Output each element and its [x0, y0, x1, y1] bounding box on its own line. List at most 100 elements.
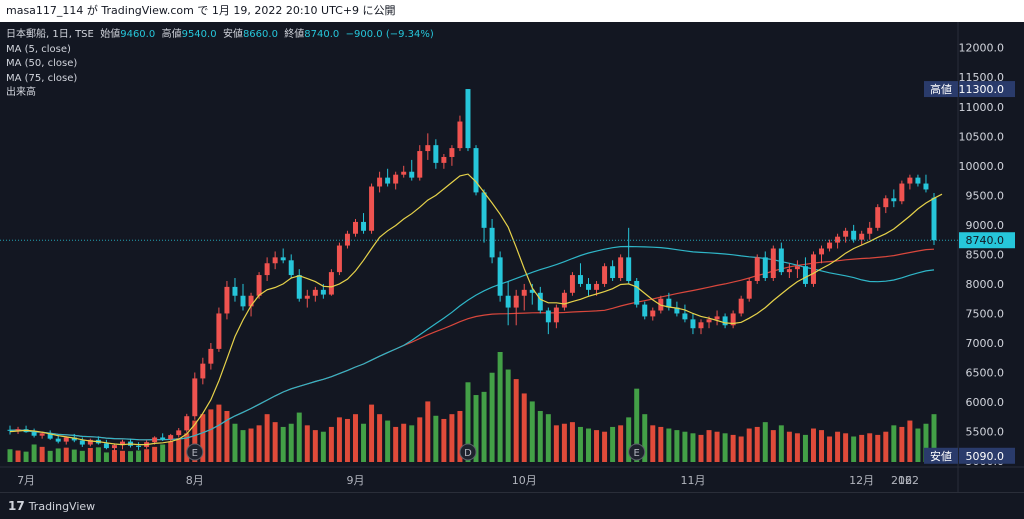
- candle-body: [730, 313, 736, 326]
- volume-bar: [200, 414, 206, 462]
- chart-area[interactable]: 12000.0 11500.0 11000.0 10500.0 10000.0 9500.…: [0, 22, 1024, 492]
- volume-bar: [232, 423, 238, 462]
- y-tick-label: 12000.0: [959, 42, 1005, 55]
- volume-bar: [385, 420, 391, 462]
- candle-body: [312, 289, 318, 296]
- price-chart[interactable]: 12000.0 11500.0 11000.0 10500.0 10000.0 9500.…: [0, 22, 1024, 492]
- candle-body: [353, 221, 358, 234]
- candle-body: [441, 156, 447, 163]
- tradingview-brand[interactable]: 17 TradingView: [8, 499, 95, 513]
- volume-bar: [47, 450, 53, 462]
- legend-volume[interactable]: 出来高: [6, 87, 36, 98]
- event-marker: [628, 443, 646, 461]
- candle-body: [915, 177, 921, 184]
- candle-body: [553, 307, 559, 323]
- volume-bar: [786, 431, 792, 462]
- x-tick-label: 8月: [186, 474, 204, 487]
- candle-body: [224, 286, 230, 314]
- candle-body: [401, 171, 407, 175]
- volume-bar: [409, 425, 415, 462]
- volume-bar: [602, 431, 608, 462]
- candle-body: [377, 177, 383, 187]
- volume-bar: [505, 369, 511, 462]
- volume-bar: [634, 388, 640, 462]
- volume-bar: [545, 414, 551, 462]
- volume-bar: [666, 428, 672, 462]
- candle-body: [770, 248, 776, 279]
- candle-body: [690, 319, 696, 329]
- volume-bar: [513, 379, 519, 462]
- legend-ohlc-row: 日本郵船, 1日, TSE 始値9460.0 高値9540.0 安値8660.0…: [6, 28, 434, 43]
- candle-body: [586, 283, 591, 290]
- x-tick-label: 9月: [346, 474, 364, 487]
- event-marker: [186, 443, 204, 461]
- volume-bar: [521, 393, 527, 462]
- candle-body: [786, 269, 792, 273]
- candle-body: [208, 348, 214, 364]
- last-price-tag-value: 8740.0: [966, 234, 1005, 247]
- event-marker: [459, 443, 477, 461]
- volume-bar: [320, 431, 326, 462]
- volume-bar: [361, 423, 367, 462]
- candle-body: [682, 313, 688, 320]
- candle-body: [232, 286, 238, 296]
- brand-name: TradingView: [28, 499, 96, 513]
- candle-body: [883, 198, 889, 208]
- volume-bar: [770, 430, 776, 462]
- legend-ma50[interactable]: MA (50, close): [6, 58, 78, 69]
- volume-bar: [794, 433, 800, 462]
- x-tick-label: 12月: [849, 474, 874, 487]
- candle-body: [594, 283, 600, 290]
- candle-body: [136, 445, 142, 447]
- high-value: 9540.0: [181, 29, 217, 40]
- candle-body: [618, 257, 624, 279]
- volume-bar: [63, 447, 69, 462]
- volume-bar: [216, 404, 222, 462]
- x-tick-label: 2022: [891, 474, 919, 487]
- candle-body: [320, 289, 326, 295]
- volume-bar: [441, 418, 447, 462]
- volume-bar: [103, 452, 109, 462]
- x-tick-label: 7月: [17, 474, 35, 487]
- volume-bar: [296, 412, 302, 462]
- volume-bar: [690, 433, 696, 462]
- candle-body: [385, 177, 391, 184]
- volume-bar: [594, 430, 600, 462]
- y-tick-label: 11500.0: [959, 71, 1005, 84]
- volume-bar: [915, 428, 921, 462]
- legend-ma75[interactable]: MA (75, close): [6, 72, 78, 84]
- volume-bar: [618, 425, 624, 462]
- legend-ma5[interactable]: MA (5, close): [6, 43, 71, 55]
- candle-body: [79, 440, 85, 445]
- candle-body: [827, 242, 833, 249]
- legend-symbol[interactable]: 日本郵船, 1日, TSE: [6, 29, 94, 40]
- candle-body: [248, 295, 254, 307]
- volume-bar: [176, 438, 182, 462]
- price-tag-bg: [959, 447, 1015, 464]
- volume-bar: [746, 428, 752, 462]
- volume-bar: [353, 414, 358, 462]
- volume-bar: [119, 450, 125, 462]
- volume-bar: [569, 422, 575, 462]
- x-tick-label: 10月: [512, 474, 537, 487]
- candle-body: [666, 298, 672, 308]
- volume-bar: [256, 425, 262, 462]
- volume-bar: [722, 433, 728, 462]
- volume-bar: [377, 414, 383, 462]
- volume-bar: [312, 430, 318, 462]
- volume-bar: [923, 423, 929, 462]
- candle-body: [119, 441, 125, 446]
- candle-body: [714, 316, 720, 320]
- candle-body: [39, 433, 45, 436]
- candle-body: [513, 295, 519, 308]
- candle-body: [505, 295, 511, 308]
- volume-bar: [586, 428, 591, 462]
- volume-bar: [401, 423, 407, 462]
- volume-bar: [264, 414, 270, 462]
- price-tag-label: 安値: [930, 449, 952, 463]
- volume-bar: [95, 447, 101, 462]
- price-tag-label-bg: [924, 81, 958, 98]
- volume-bar: [674, 430, 680, 462]
- candle-body: [489, 227, 495, 258]
- y-tick-label: 10000.0: [959, 160, 1005, 173]
